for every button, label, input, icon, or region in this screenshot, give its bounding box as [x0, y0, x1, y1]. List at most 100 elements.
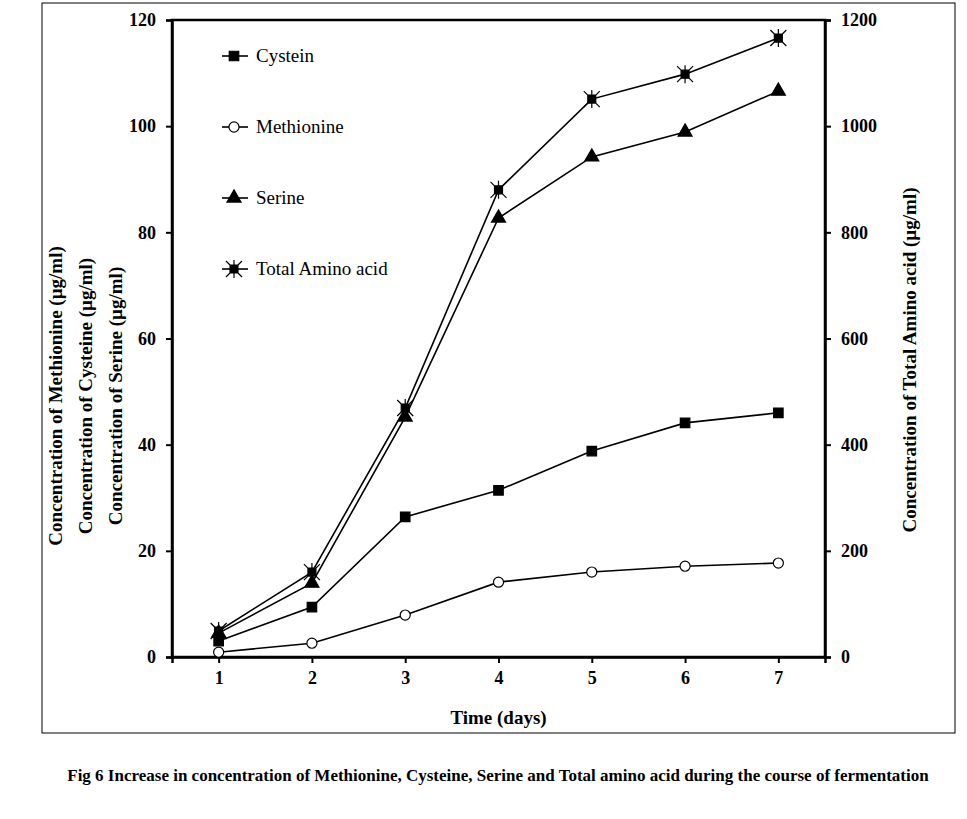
tick: 2 [308, 657, 317, 688]
tick-label: 7 [774, 668, 783, 688]
series-line [219, 38, 779, 631]
tick: 400 [825, 435, 868, 455]
tick: 4 [495, 657, 504, 688]
tick: 0 [825, 647, 850, 667]
axis-line [173, 658, 826, 664]
tick-label: 5 [588, 668, 597, 688]
tick-mark [405, 657, 407, 663]
tick: 120 [129, 10, 172, 30]
x-axis-title: Time (days) [450, 707, 546, 729]
y-axis-title: Concentration of Methionine (µg/ml) [45, 246, 67, 546]
marker [493, 577, 503, 587]
tick-mark [825, 657, 831, 659]
marker [770, 29, 786, 47]
tick-label: 80 [138, 223, 156, 243]
tick-label: 600 [841, 329, 868, 349]
tick-mark [825, 444, 831, 446]
tick: 800 [825, 223, 868, 243]
tick: 6 [681, 657, 690, 688]
tick: 100 [129, 116, 172, 136]
tick-mark [166, 20, 172, 22]
tick-mark [591, 657, 593, 663]
tick: 600 [825, 329, 868, 349]
marker [587, 567, 597, 577]
series-line [219, 563, 779, 652]
tick: 40 [138, 435, 172, 455]
tick-mark [825, 20, 831, 22]
legend-item: Cystein [222, 45, 315, 66]
y2-axis-title: Concentration of Total Amino acid (µg/ml… [899, 187, 921, 532]
tick-label: 2 [308, 668, 317, 688]
title: Fig 6 Increase in concentration of Methi… [67, 766, 929, 785]
legend: Cystein Methionine Serine Total Amino acid [222, 45, 388, 279]
y-axis: 0 20 40 60 80 100 120 [129, 10, 173, 667]
tick-label: 20 [138, 541, 156, 561]
axis-line [826, 21, 832, 658]
tick-mark [825, 232, 831, 234]
tick-label: 40 [138, 435, 156, 455]
marker [494, 486, 503, 495]
tick-label: 1200 [841, 10, 877, 30]
marker [400, 610, 410, 620]
tick-label: 100 [129, 116, 156, 136]
tick-mark [311, 657, 313, 663]
tick-label: 4 [495, 668, 504, 688]
tick: 60 [138, 329, 172, 349]
legend-marker [229, 51, 238, 60]
marker [678, 124, 692, 136]
marker [307, 638, 317, 648]
tick-mark [825, 126, 831, 128]
tick-mark [685, 657, 687, 663]
legend-label: Serine [256, 187, 305, 208]
tick-mark [166, 338, 172, 340]
marker [677, 65, 693, 83]
marker [304, 563, 320, 581]
legend-marker [229, 122, 239, 132]
marker [491, 181, 507, 199]
tick-mark [825, 338, 831, 340]
tick-mark [166, 550, 172, 552]
marker [773, 558, 783, 568]
marker [774, 408, 783, 417]
x-axis: 1 2 3 4 5 6 7 [173, 657, 826, 688]
marker [584, 90, 600, 108]
tick: 200 [825, 541, 868, 561]
marker [400, 512, 409, 521]
marker [307, 602, 316, 611]
tick-label: 0 [841, 647, 850, 667]
tick: 1000 [825, 116, 877, 136]
legend-marker [226, 260, 242, 278]
tick: 1200 [825, 10, 877, 30]
tick: 7 [774, 657, 783, 688]
tick: 20 [138, 541, 172, 561]
legend-label: Cystein [256, 45, 315, 66]
outer-border [42, 3, 955, 733]
tick-mark [166, 126, 172, 128]
marker [771, 83, 785, 95]
tick-label: 60 [138, 329, 156, 349]
y-axis-title: Concentration of Cysteine (µg/ml) [75, 258, 97, 534]
tick-mark [218, 657, 220, 663]
legend-item: Total Amino acid [222, 258, 388, 279]
plot-area [211, 29, 787, 657]
legend-item: Methionine [222, 116, 344, 137]
tick: 3 [401, 657, 410, 688]
tick-label: 6 [681, 668, 690, 688]
y2-axis: 0 200 400 600 800 1000 1200 [825, 10, 877, 667]
tick-label: 1000 [841, 116, 877, 136]
legend-label: Total Amino acid [256, 258, 388, 279]
tick-mark [166, 657, 172, 659]
tick: 80 [138, 223, 172, 243]
title-line: Fig 6 Increase in concentration of Methi… [67, 766, 929, 785]
tick-label: 1 [215, 668, 224, 688]
tick: 1 [215, 657, 224, 688]
tick-mark [498, 657, 500, 663]
marker [397, 399, 413, 417]
tick-label: 3 [401, 668, 410, 688]
axis-line [166, 21, 173, 658]
tick-mark [778, 657, 780, 663]
tick-label: 0 [147, 647, 156, 667]
tick: 0 [147, 647, 172, 667]
marker [680, 561, 690, 571]
tick-mark [825, 550, 831, 552]
